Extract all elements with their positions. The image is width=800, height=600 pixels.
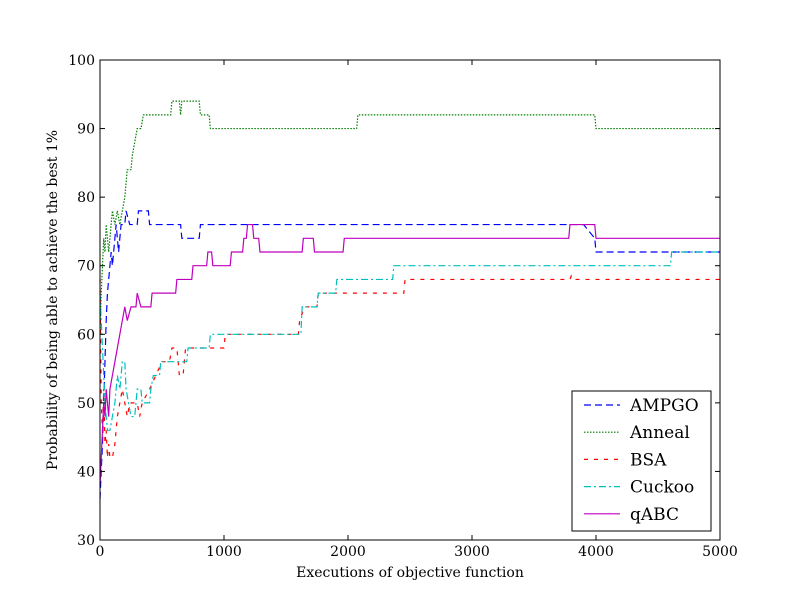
legend-label-ampgo: AMPGO: [629, 396, 699, 416]
x-tick-label: 0: [96, 544, 105, 560]
series-line-anneal: [99, 100, 720, 335]
x-tick-label: 3000: [454, 544, 490, 560]
y-tick-label: 50: [77, 396, 95, 412]
legend-label-qabc: qABC: [630, 505, 679, 525]
legend-frame: [571, 390, 712, 532]
series-line-bsa: [99, 274, 720, 459]
y-tick-label: 60: [77, 327, 95, 343]
legend-label-anneal: Anneal: [629, 423, 690, 443]
x-axis-title: Executions of objective function: [296, 565, 524, 581]
legend-label-bsa: BSA: [630, 450, 667, 470]
legend: AMPGO Anneal BSA Cuckoo qABC: [571, 390, 712, 532]
series-line-cuckoo: [99, 251, 720, 431]
x-tick-label: 4000: [578, 544, 614, 560]
y-tick-label: 70: [77, 259, 95, 275]
series-line-ampgo: [99, 210, 720, 499]
x-tick-label: 2000: [330, 544, 366, 560]
x-tick-label: 5000: [702, 544, 738, 560]
y-tick-label: 30: [77, 533, 95, 549]
series-line-qabc: [99, 223, 720, 486]
y-axis-title: Probability of being able to achieve the…: [45, 130, 61, 470]
y-tick-label: 100: [68, 53, 95, 69]
legend-label-cuckoo: Cuckoo: [630, 478, 694, 498]
plot-frame: [99, 59, 721, 541]
y-tick-label: 80: [77, 190, 95, 206]
y-tick-label: 40: [77, 464, 95, 480]
ticks-layer: 0 1000 2000 3000 4000 5000 30 40 50 60 70 80 90 100: [68, 53, 738, 560]
y-tick-label: 90: [77, 122, 95, 138]
x-tick-label: 1000: [206, 544, 242, 560]
series-layer: [99, 100, 720, 499]
